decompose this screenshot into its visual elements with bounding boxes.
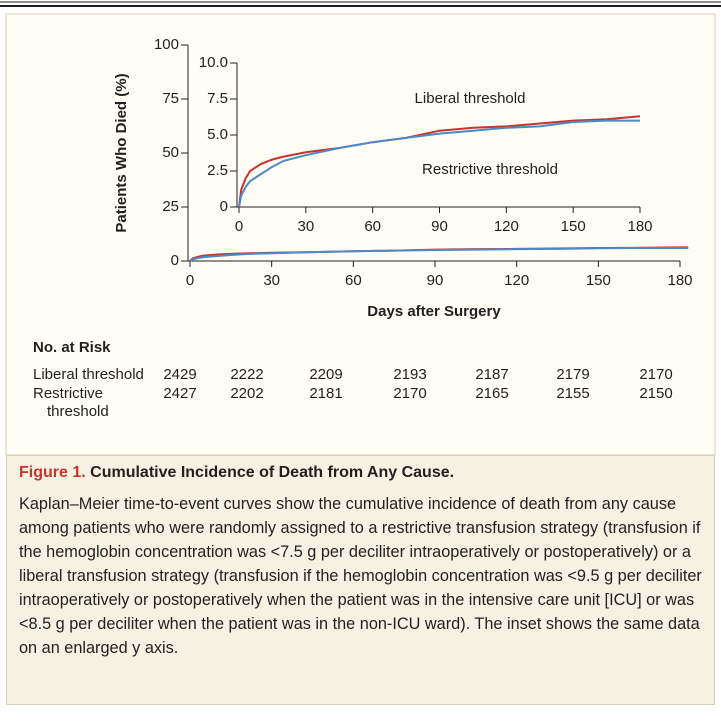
panel-background: [5, 13, 716, 455]
risk-value: 2150: [639, 385, 672, 402]
series-line: [238, 119, 640, 208]
risk-value: 2193: [393, 366, 426, 383]
x-tick-label: 180: [667, 272, 692, 289]
risk-value: 2179: [556, 366, 589, 383]
x-tick-label: 30: [297, 218, 314, 235]
risk-value: 2165: [475, 385, 508, 402]
y-tick-label: 75: [162, 90, 179, 107]
caption: Figure 1. Cumulative Incidence of Death …: [6, 455, 715, 705]
y-axis-label: Patients Who Died (%): [113, 73, 130, 232]
caption-heading: Figure 1. Cumulative Incidence of Death …: [19, 464, 702, 482]
caption-title: Cumulative Incidence of Death from Any C…: [90, 464, 455, 481]
x-tick-label: 0: [235, 218, 243, 235]
y-tick-label: 7.5: [207, 90, 228, 107]
y-tick-label: 50: [162, 144, 179, 161]
x-tick-label: 90: [431, 218, 448, 235]
risk-value: 2209: [309, 366, 342, 383]
x-tick-label: 0: [186, 272, 194, 289]
y-tick-label: 100: [154, 36, 179, 53]
x-tick-label: 120: [504, 272, 529, 289]
x-tick-label: 60: [364, 218, 381, 235]
y-tick-label: 5.0: [207, 126, 228, 143]
annotation: Restrictive threshold: [422, 161, 558, 178]
risk-value: 2181: [309, 385, 342, 402]
annotation: Liberal threshold: [415, 90, 526, 107]
x-tick-label: 150: [561, 218, 586, 235]
caption-text: Kaplan–Meier time-to-event curves show t…: [19, 495, 702, 657]
risk-row-label: Liberal threshold: [33, 366, 144, 383]
risk-value: 2427: [163, 385, 196, 402]
y-tick-label: 0: [171, 252, 179, 269]
caption-label: Figure 1.: [19, 464, 86, 481]
risk-value: 2155: [556, 385, 589, 402]
x-tick-label: 30: [263, 272, 280, 289]
x-tick-label: 60: [345, 272, 362, 289]
risk-value: 2222: [230, 366, 263, 383]
risk-title: No. at Risk: [33, 339, 111, 356]
risk-value: 2187: [475, 366, 508, 383]
chart-panel: Patients Who Died (%) Days after Surgery…: [0, 1, 721, 455]
y-tick-label: 10.0: [199, 54, 228, 71]
series-line: [189, 247, 689, 262]
y-tick-label: 2.5: [207, 162, 228, 179]
risk-value: 2170: [639, 366, 672, 383]
x-tick-label: 120: [494, 218, 519, 235]
x-tick-label: 180: [627, 218, 652, 235]
risk-row-label: Restrictive threshold: [33, 385, 109, 420]
x-axis-label: Days after Surgery: [367, 303, 501, 320]
risk-value: 2170: [393, 385, 426, 402]
y-tick-label: 0: [220, 198, 228, 215]
risk-value: 2202: [230, 385, 263, 402]
risk-value: 2429: [163, 366, 196, 383]
y-tick-label: 25: [162, 198, 179, 215]
x-tick-label: 150: [586, 272, 611, 289]
x-tick-label: 90: [427, 272, 444, 289]
